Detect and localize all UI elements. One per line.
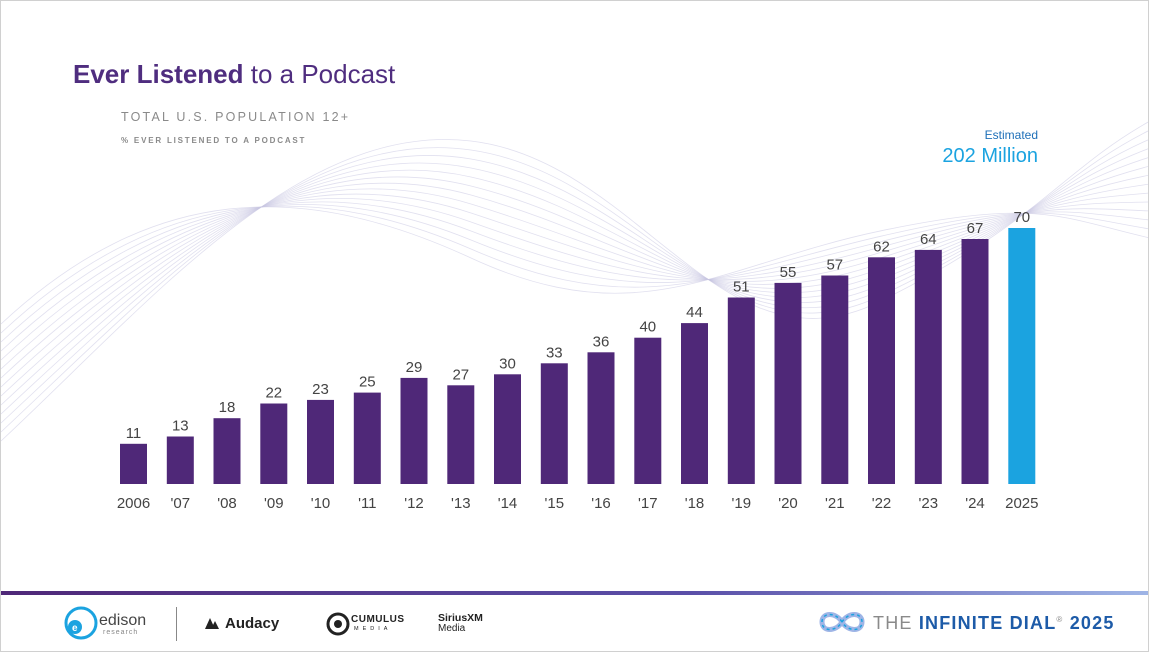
background-wave-line: [1, 175, 1148, 388]
bar-value-label: 23: [312, 381, 329, 398]
bar-value-label: 36: [593, 333, 610, 350]
background-waves: [1, 121, 1148, 442]
x-tick-label: '10: [311, 495, 331, 512]
x-tick-label: '18: [685, 495, 705, 512]
bar-value-label: 57: [826, 257, 843, 274]
x-tick-label: '17: [638, 495, 658, 512]
bar: [213, 418, 241, 484]
bar: [494, 374, 521, 484]
title-rest: to a Podcast: [243, 59, 396, 89]
bar-value-label: 67: [967, 220, 984, 237]
bar-value-label: 18: [219, 399, 236, 416]
dial-year: 2025: [1063, 613, 1115, 633]
bar-value-label: 55: [780, 264, 797, 281]
logo-separator: [176, 607, 177, 641]
bar: [727, 297, 755, 484]
bar-value-label: 62: [873, 238, 890, 255]
bar-value-label: 40: [639, 319, 656, 336]
bar: [961, 239, 989, 484]
bar-value-label: 30: [499, 355, 516, 372]
bar: [353, 392, 381, 484]
bar-value-label: 25: [359, 374, 376, 391]
bar: [400, 377, 428, 484]
bar: [260, 403, 288, 484]
chart-subtitle: TOTAL U.S. POPULATION 12+: [121, 110, 351, 124]
bar-value-label: 13: [172, 418, 189, 435]
x-tick-label: 2006: [117, 495, 150, 512]
bar: [914, 249, 942, 484]
x-tick-label: '13: [451, 495, 471, 512]
bar: [120, 443, 147, 484]
footer: e edison research Audacy CUMULUS MEDIA S…: [1, 595, 1148, 651]
bar-value-label: 22: [265, 385, 282, 402]
background-wave-line: [1, 148, 1148, 415]
bar-value-label: 29: [406, 359, 423, 376]
x-tick-label: '07: [171, 495, 191, 512]
siriusxm-logo-subtext: Media: [438, 623, 466, 634]
bar: [868, 257, 895, 484]
bar-value-label: 11: [126, 425, 142, 442]
bar-chart: 11 2006 13 '07 18 '08 22 '09 23 '10 25 '11 29 '12 27 '1…: [117, 209, 1039, 512]
bar: [447, 385, 475, 484]
x-tick-label: '12: [404, 495, 424, 512]
x-tick-label: '09: [264, 495, 284, 512]
x-tick-label: '15: [545, 495, 565, 512]
dial-text-left: THE: [873, 613, 919, 633]
infinite-dial-logo: THE INFINITE DIAL® 2025: [873, 613, 1115, 634]
background-wave-line: [1, 201, 1148, 352]
bar: [1008, 228, 1036, 484]
bar: [307, 399, 334, 484]
x-tick-label: '20: [778, 495, 798, 512]
bar-value-label: 27: [452, 366, 469, 383]
bar-value-label: 70: [1013, 209, 1030, 226]
bar: [821, 275, 849, 484]
x-tick-label: '16: [591, 495, 611, 512]
x-tick-label: '23: [919, 495, 939, 512]
audacy-logo-text: Audacy: [225, 615, 280, 632]
background-wave-line: [1, 204, 1148, 343]
dial-text-accent: INFINITE DIAL: [918, 613, 1057, 633]
chart-measure-label: % EVER LISTENED TO A PODCAST: [121, 136, 307, 145]
page-title: Ever Listened to a Podcast: [73, 59, 395, 90]
cumulus-logo-icon: [326, 612, 350, 636]
background-wave-line: [1, 197, 1148, 361]
bar: [587, 352, 615, 484]
x-tick-label: '08: [217, 495, 237, 512]
cumulus-logo-text: CUMULUS: [351, 614, 405, 625]
x-tick-label: '21: [825, 495, 845, 512]
bar-value-label: 33: [546, 344, 563, 361]
footer-divider: [1, 591, 1148, 595]
bar: [634, 337, 662, 484]
edison-logo-subtext: research: [103, 629, 139, 636]
infinity-icon: [819, 612, 865, 632]
bar: [166, 436, 194, 484]
siriusxm-logo-text: SiriusXM: [438, 612, 483, 624]
edison-logo-text: edison: [99, 612, 147, 629]
title-bold: Ever Listened: [73, 59, 244, 89]
background-wave-line: [1, 205, 1148, 334]
audacy-logo-icon: [205, 618, 219, 629]
background-wave-line: [1, 206, 1148, 325]
x-tick-label: '19: [732, 495, 752, 512]
x-tick-label: '24: [965, 495, 985, 512]
bar: [681, 323, 708, 484]
x-tick-label: '14: [498, 495, 518, 512]
svg-text:e: e: [72, 623, 78, 634]
cumulus-logo-subtext: MEDIA: [354, 626, 392, 632]
bar-value-label: 64: [920, 231, 937, 248]
estimate-label: Estimated: [984, 128, 1038, 142]
x-tick-label: '22: [872, 495, 892, 512]
bar-value-label: 51: [733, 279, 750, 296]
bar: [774, 282, 802, 484]
bar: [540, 363, 568, 484]
background-wave-line: [1, 139, 1148, 424]
x-tick-label: '11: [358, 495, 376, 512]
estimate-value: 202 Million: [942, 145, 1038, 167]
dial-trademark: ®: [1056, 615, 1064, 624]
edison-logo-icon: e: [64, 606, 98, 640]
x-tick-label: 2025: [1005, 495, 1038, 512]
bar-value-label: 44: [686, 304, 703, 321]
